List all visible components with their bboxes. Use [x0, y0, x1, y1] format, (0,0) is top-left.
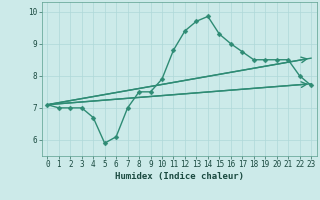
X-axis label: Humidex (Indice chaleur): Humidex (Indice chaleur)	[115, 172, 244, 181]
